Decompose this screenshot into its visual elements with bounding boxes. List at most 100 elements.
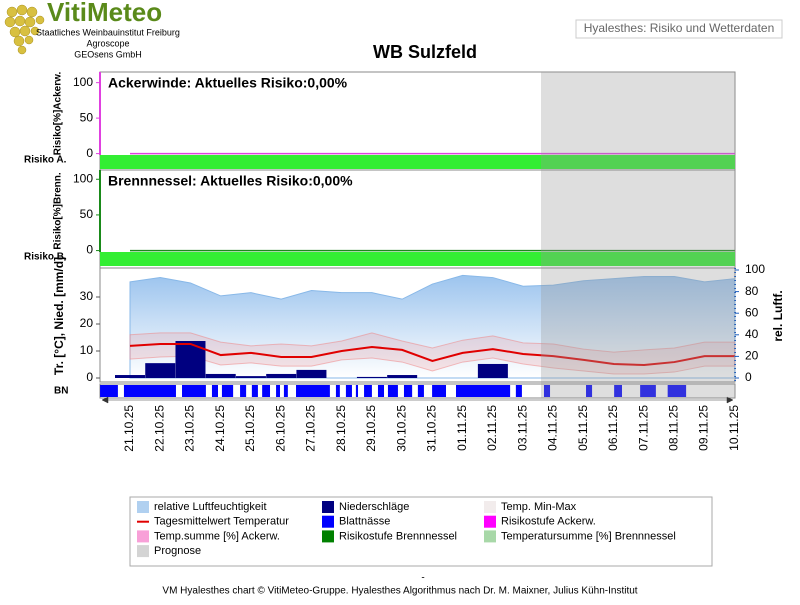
x-tick-label: 24.10.25: [213, 405, 227, 452]
x-tick-label: 26.10.25: [273, 405, 287, 452]
y-tick-label: 100: [73, 75, 93, 89]
precip-bar: [477, 363, 508, 378]
legend-label: Blattnässe: [339, 516, 390, 528]
x-tick-label: 28.10.25: [334, 405, 348, 452]
legend-label: relative Luftfeuchtigkeit: [154, 501, 267, 513]
precip-bar: [205, 373, 236, 378]
leaf-wetness: [211, 385, 218, 397]
logo-text: VitiMeteo: [47, 0, 162, 27]
leaf-wetness: [417, 385, 424, 397]
legend-box: [129, 496, 713, 567]
legend-label: Prognose: [154, 545, 201, 557]
band-label: Risiko B.: [24, 252, 67, 263]
tab[interactable]: [575, 19, 783, 39]
legend-swatch: [322, 530, 334, 543]
logo-line: Staatliches Weinbauinstitut Freiburg: [36, 27, 180, 37]
leaf-wetness: [182, 385, 206, 397]
legend-swatch: [484, 515, 496, 528]
leaf-wetness: [123, 385, 176, 397]
leaf-wetness: [377, 385, 385, 397]
tab-label[interactable]: Hyalesthes: Risiko und Wetterdaten: [584, 21, 775, 35]
leaf-wetness: [455, 385, 511, 397]
legend-swatch: [484, 530, 496, 543]
leaf-wetness: [403, 385, 413, 397]
leaf-wetness: [100, 385, 118, 397]
x-tick-label: 02.11.25: [485, 405, 499, 451]
leaf-wetness: [614, 385, 623, 397]
risk-band: [100, 155, 735, 169]
leaf-wetness: [640, 385, 656, 397]
legend-swatch: [322, 515, 334, 528]
x-tick-label: 03.11.25: [515, 405, 529, 451]
plot-area: [99, 71, 736, 172]
y-axis-label: Tr. [°C], Nied. [mm/d]: [52, 257, 66, 375]
legend-swatch: [322, 501, 334, 513]
footer-dash: -: [421, 573, 424, 584]
temp-min-max: [129, 332, 736, 375]
leaf-wetness: [432, 385, 447, 397]
y-axis-label: Risiko[%]Brenn.: [53, 172, 64, 249]
legend-swatch: [137, 545, 149, 558]
leaf-wetness: [586, 385, 593, 397]
band-label: Risiko A.: [24, 155, 67, 166]
strip-label: BN: [54, 386, 68, 397]
y-tick-label: 100: [73, 171, 93, 185]
y-tick-label: 0: [86, 370, 93, 384]
precip-bar: [115, 375, 145, 378]
y2-tick-label: 80: [745, 284, 759, 298]
y-tick-label: 50: [80, 207, 94, 221]
legend-label: Temperatursumme [%] Brennnessel: [501, 530, 676, 542]
y-tick-label: 30: [80, 289, 94, 303]
leaf-wetness: [251, 385, 258, 397]
y2-tick-label: 40: [745, 327, 759, 341]
legend-label: Niederschläge: [339, 501, 409, 513]
x-tick-label: 05.11.25: [576, 405, 590, 451]
leaf-wetness: [276, 385, 280, 397]
temp-line: [129, 342, 735, 367]
legend-label: Temp.summe [%] Ackerw.: [154, 530, 280, 542]
y2-tick-label: 60: [745, 305, 759, 319]
y-tick-label: 10: [80, 343, 94, 357]
footer-credit: VM Hyalesthes chart © VitiMeteo-Gruppe. …: [162, 586, 637, 597]
x-tick-label: 29.10.25: [364, 405, 378, 452]
precip-bar: [387, 375, 418, 378]
leaf-wetness: [364, 385, 372, 397]
legend-label: Risikostufe Ackerw.: [501, 516, 596, 528]
leaf-wetness: [387, 385, 398, 397]
legend-label: Risikostufe Brennnessel: [339, 530, 457, 542]
logo-grapes: [4, 4, 45, 55]
x-tick-label: 07.11.25: [636, 405, 650, 451]
legend-label: Tagesmittelwert Temperatur: [154, 516, 289, 528]
leaf-wetness: [543, 385, 551, 397]
leaf-wetness: [221, 385, 234, 397]
x-tick-label: 23.10.25: [183, 405, 197, 452]
y-tick-label: 0: [86, 146, 93, 160]
x-tick-label: 06.11.25: [606, 405, 620, 451]
x-tick-label: 21.10.25: [122, 405, 136, 452]
panel-title: Ackerwinde: Aktuelles Risiko:0,00%: [108, 75, 348, 91]
x-tick-label: 30.10.25: [394, 405, 408, 452]
logo-line: GEOsens GmbH: [74, 49, 142, 59]
y2-tick-label: 0: [745, 370, 752, 384]
legend-swatch: [137, 530, 149, 543]
logo-line: Agroscope: [86, 38, 129, 48]
panel-title: Brennnessel: Aktuelles Risiko:0,00%: [108, 173, 353, 189]
leaf-wetness: [240, 385, 247, 397]
leaf-wetness: [335, 385, 340, 397]
precip-bar: [235, 376, 266, 378]
precip-bar: [266, 373, 297, 378]
leaf-wetness: [515, 385, 522, 397]
x-tick-label: 09.11.25: [697, 405, 711, 451]
x-tick-label: 10.11.25: [727, 405, 741, 451]
y-axis-label: Risiko[%]Ackerw.: [53, 72, 64, 156]
y-tick-label: 50: [80, 110, 94, 124]
legend-label: Temp. Min-Max: [501, 501, 577, 513]
precip-bar: [145, 363, 176, 378]
precip-bar: [296, 369, 327, 378]
x-tick-label: 22.10.25: [152, 405, 166, 452]
leaf-wetness: [667, 385, 687, 397]
leaf-wetness: [283, 385, 288, 397]
precip-bar: [356, 376, 387, 378]
x-tick-label: 25.10.25: [243, 405, 257, 452]
x-tick-label: 27.10.25: [304, 405, 318, 452]
